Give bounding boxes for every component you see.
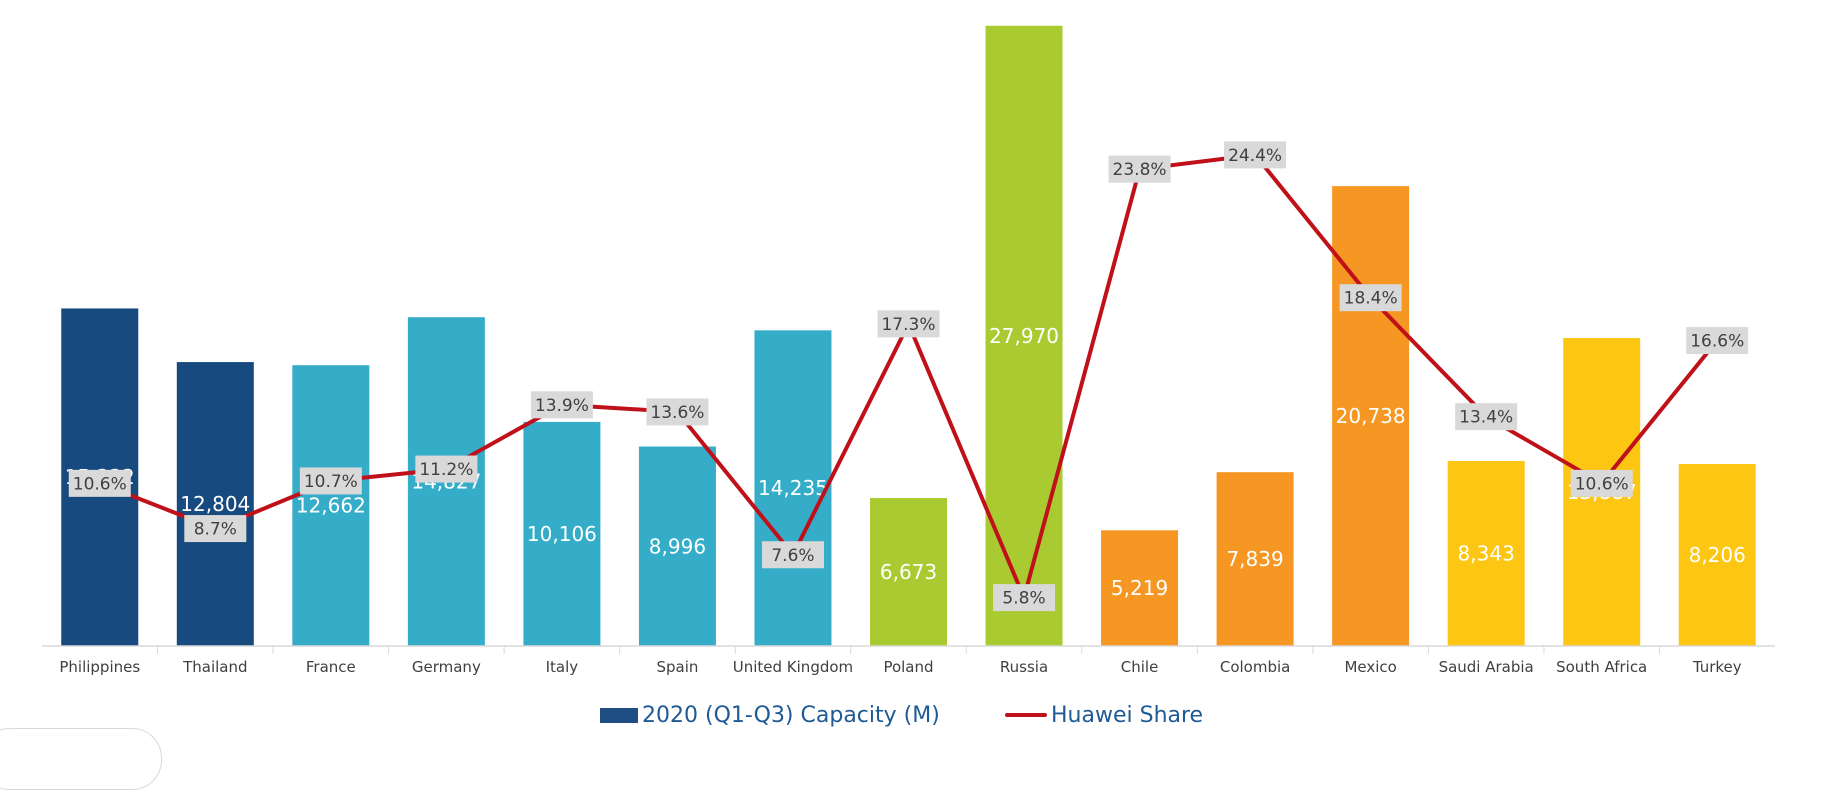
category-label-14: Turkey — [1692, 658, 1742, 676]
decorative-frame-corner — [0, 728, 162, 790]
share-label-box-7 — [877, 310, 940, 338]
share-label-box-11 — [1339, 284, 1402, 312]
bar-8 — [985, 25, 1063, 646]
share-value-labels: 10.6% 8.7% 10.7% 11.2% 13.9% 13.6% 7.6% 17.3% 5.… — [68, 141, 1749, 612]
category-label-9: Chile — [1121, 658, 1159, 676]
share-label-2: 10.7% — [304, 472, 358, 492]
x-axis-ticks — [157, 646, 1660, 654]
bar-4 — [523, 421, 601, 646]
bar-value-label-14: 8,206 — [1689, 543, 1746, 567]
bar-5 — [638, 446, 716, 646]
category-label-7: Poland — [883, 658, 933, 676]
bar-9 — [1101, 530, 1179, 646]
category-label-5: Spain — [656, 658, 698, 676]
bar-value-label-5: 8,996 — [649, 534, 706, 558]
legend-line-swatch — [1005, 713, 1047, 717]
share-label-box-1 — [184, 515, 247, 543]
bar-14 — [1678, 464, 1756, 646]
category-label-8: Russia — [1000, 658, 1048, 676]
share-label-box-0 — [68, 469, 131, 497]
share-label-6: 7.6% — [771, 546, 814, 566]
category-label-3: Germany — [412, 658, 481, 676]
share-label-13: 10.6% — [1575, 474, 1629, 494]
share-label-box-9 — [1108, 155, 1171, 183]
share-label-12: 13.4% — [1459, 408, 1513, 428]
legend-line: Huawei Share — [1005, 700, 1203, 730]
bar-series — [61, 25, 1756, 647]
legend-bar: 2020 (Q1-Q3) Capacity (M) — [600, 700, 940, 730]
category-label-6: United Kingdom — [733, 658, 853, 676]
share-label-4: 13.9% — [535, 396, 589, 416]
bar-value-label-8: 27,970 — [989, 324, 1059, 348]
share-label-3: 11.2% — [419, 460, 473, 480]
share-label-box-14 — [1686, 327, 1749, 355]
share-label-8: 5.8% — [1002, 589, 1045, 609]
bar-7 — [870, 498, 947, 646]
bar-6 — [754, 330, 832, 646]
share-label-5: 13.6% — [650, 403, 704, 423]
category-label-4: Italy — [546, 658, 579, 676]
share-label-1: 8.7% — [194, 520, 237, 540]
share-label-11: 18.4% — [1344, 289, 1398, 309]
legend-bar-swatch — [600, 707, 638, 723]
bar-value-label-4: 10,106 — [527, 522, 597, 546]
legend-line-label: Huawei Share — [1051, 702, 1204, 728]
bar-value-label-11: 20,738 — [1336, 404, 1406, 428]
legend-bar-label: 2020 (Q1-Q3) Capacity (M) — [642, 702, 940, 728]
bar-value-label-1: 12,804 — [180, 492, 250, 516]
share-label-box-4 — [530, 391, 593, 419]
bar-11 — [1332, 186, 1410, 647]
chart: Philippines Thailand France Germany Italy Spa… — [42, 25, 1775, 676]
category-label-0: Philippines — [59, 658, 140, 676]
bar-value-label-7: 6,673 — [880, 560, 937, 584]
share-label-box-13 — [1570, 469, 1633, 497]
category-label-2: France — [306, 658, 356, 676]
bar-value-label-12: 8,343 — [1458, 541, 1515, 565]
share-label-9: 23.8% — [1113, 160, 1167, 180]
share-label-7: 17.3% — [881, 315, 935, 335]
share-label-box-10 — [1224, 141, 1287, 169]
share-label-box-5 — [646, 398, 709, 426]
category-label-12: Saudi Arabia — [1439, 658, 1534, 676]
share-label-box-2 — [299, 467, 362, 495]
bar-value-label-9: 5,219 — [1111, 576, 1168, 600]
share-label-box-8 — [993, 584, 1056, 612]
category-label-11: Mexico — [1344, 658, 1396, 676]
category-label-13: South Africa — [1556, 658, 1647, 676]
share-label-10: 24.4% — [1228, 146, 1282, 166]
bar-value-label-6: 14,235 — [758, 476, 828, 500]
share-label-0: 10.6% — [73, 474, 127, 494]
share-label-box-3 — [415, 455, 478, 483]
bar-value-label-10: 7,839 — [1226, 547, 1283, 571]
category-label-1: Thailand — [182, 658, 247, 676]
share-label-box-6 — [761, 541, 824, 569]
share-label-14: 16.6% — [1690, 332, 1744, 352]
category-label-10: Colombia — [1220, 658, 1291, 676]
bar-2 — [292, 365, 370, 646]
bar-10 — [1216, 472, 1294, 646]
bar-value-label-2: 12,662 — [296, 494, 366, 518]
category-labels: Philippines Thailand France Germany Italy Spa… — [59, 658, 1741, 676]
bar-1 — [176, 362, 254, 646]
bar-12 — [1447, 460, 1525, 646]
share-label-box-12 — [1455, 403, 1518, 431]
